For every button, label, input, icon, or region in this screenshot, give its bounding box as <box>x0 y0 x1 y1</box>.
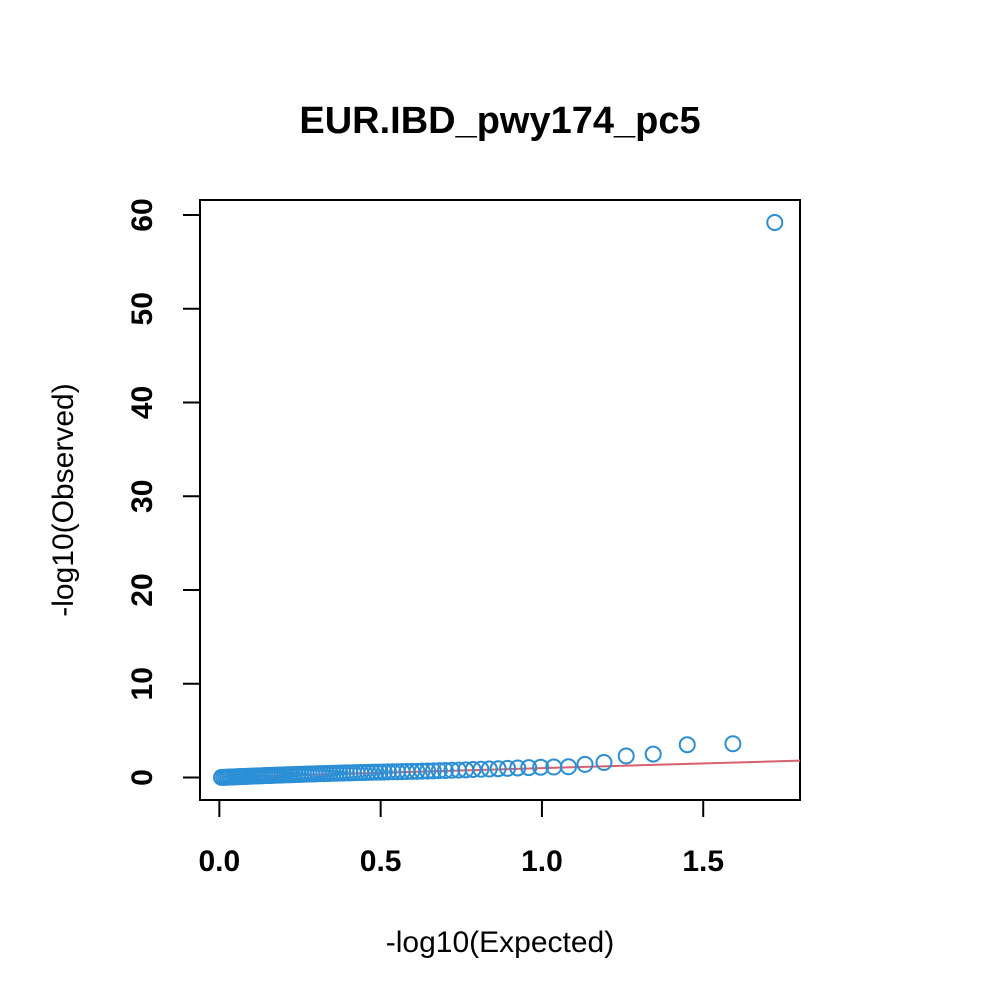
y-tick-label: 10 <box>126 667 159 700</box>
y-tick-label: 30 <box>126 480 159 513</box>
data-point <box>413 762 431 780</box>
x-axis-label: -log10(Expected) <box>386 926 614 959</box>
data-point <box>509 759 527 777</box>
y-axis: 0 10 20 30 40 50 60 <box>126 198 201 786</box>
data-point <box>375 763 393 781</box>
x-tick-label: 0.0 <box>198 845 240 878</box>
data-point <box>678 736 696 754</box>
data-point <box>380 763 398 781</box>
y-tick-label: 0 <box>126 769 159 786</box>
x-axis: 0.0 0.5 1.0 1.5 <box>198 799 724 878</box>
y-tick-label: 40 <box>126 386 159 419</box>
data-point <box>430 762 448 780</box>
chart-title: EUR.IBD_pwy174_pc5 <box>299 100 700 142</box>
data-point <box>419 762 437 780</box>
data-point <box>480 760 498 778</box>
x-tick-label: 1.5 <box>682 845 724 878</box>
data-point <box>499 759 517 777</box>
data-point <box>644 745 662 763</box>
data-point <box>472 760 490 778</box>
data-point <box>576 755 594 773</box>
data-point <box>766 214 784 231</box>
data-point <box>617 747 635 765</box>
x-tick-label: 0.5 <box>360 845 402 878</box>
y-tick-label: 60 <box>126 198 159 231</box>
data-point <box>384 763 402 781</box>
data-point <box>464 761 482 779</box>
data-point <box>436 761 454 779</box>
data-point <box>424 762 442 780</box>
data-points <box>212 214 784 786</box>
x-tick-label: 1.0 <box>521 845 563 878</box>
data-point <box>371 763 389 781</box>
y-tick-label: 50 <box>126 292 159 325</box>
data-point <box>724 735 742 753</box>
data-point <box>489 760 507 778</box>
y-tick-label: 20 <box>126 573 159 606</box>
data-point <box>443 761 461 779</box>
data-point <box>408 762 426 780</box>
data-point <box>595 754 613 771</box>
data-point <box>520 759 538 777</box>
plot-frame <box>199 199 801 801</box>
data-point <box>532 758 550 776</box>
data-point <box>559 758 577 776</box>
y-axis-label: -log10(Observed) <box>47 383 80 616</box>
